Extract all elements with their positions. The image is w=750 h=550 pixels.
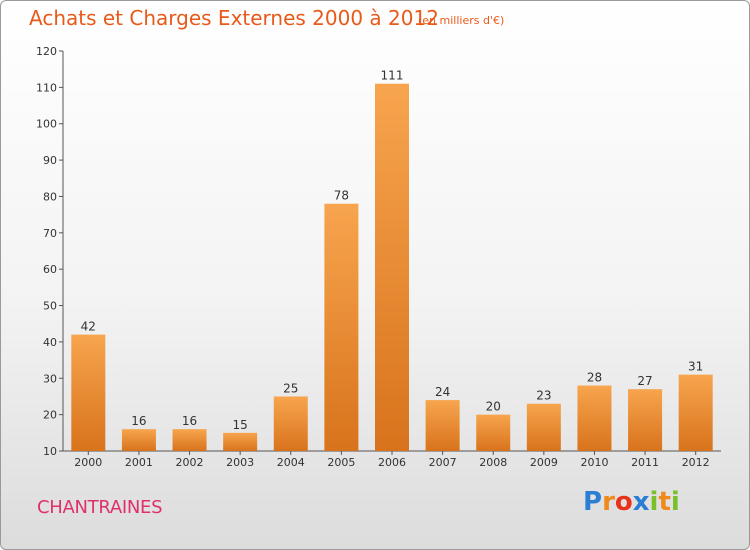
y-tick-label: 110 (36, 81, 57, 94)
logo-letter: P (583, 487, 603, 517)
y-tick-label: 120 (36, 45, 57, 58)
x-tick-label: 2007 (429, 456, 457, 469)
bar-value-label: 24 (435, 385, 450, 399)
bar (628, 389, 663, 451)
bar (577, 385, 612, 451)
bar-value-label: 16 (131, 414, 146, 428)
x-tick-label: 2003 (226, 456, 254, 469)
y-tick-label: 60 (43, 263, 57, 276)
y-tick-label: 80 (43, 190, 57, 203)
logo-letter: o (614, 487, 633, 517)
bar-value-label: 28 (587, 371, 602, 385)
logo-letter: i (649, 487, 659, 517)
x-tick-label: 2006 (378, 456, 406, 469)
x-tick-label: 2005 (327, 456, 355, 469)
y-tick-label: 50 (43, 300, 57, 313)
bar (324, 203, 359, 451)
x-tick-label: 2000 (74, 456, 102, 469)
x-tick-label: 2009 (530, 456, 558, 469)
y-tick-label: 20 (43, 409, 57, 422)
bar-value-label: 27 (637, 374, 652, 388)
y-tick-label: 90 (43, 154, 57, 167)
y-tick-label: 100 (36, 118, 57, 131)
bar-value-label: 20 (486, 400, 501, 414)
bar (425, 400, 460, 451)
bar-value-label: 42 (81, 320, 96, 334)
bar (121, 429, 156, 451)
logo-letter: i (670, 487, 680, 517)
bar-value-label: 23 (536, 389, 551, 403)
bar-value-label: 15 (233, 418, 248, 432)
x-tick-label: 2004 (277, 456, 305, 469)
chart-subtitle: (en milliers d'€) (418, 14, 505, 27)
proxiti-logo: Proxiti (583, 487, 680, 517)
y-tick-label: 70 (43, 227, 57, 240)
bar (375, 83, 409, 452)
x-tick-label: 2012 (682, 456, 710, 469)
y-tick-label: 40 (43, 336, 57, 349)
bar (678, 374, 713, 451)
logo-letter: t (658, 487, 671, 517)
bar-value-label: 78 (334, 189, 349, 203)
bar (71, 334, 106, 451)
x-tick-label: 2001 (125, 456, 153, 469)
bar-value-label: 25 (283, 381, 298, 395)
x-tick-label: 2008 (479, 456, 507, 469)
bar (223, 432, 258, 451)
bar-value-label: 31 (688, 360, 703, 374)
bar (526, 403, 561, 451)
chart-title: Achats et Charges Externes 2000 à 2012 (29, 6, 439, 30)
plot-area: 10 20 30 40 50 60 70 80 90 100 110 120 42 2000 16 2001 1… (36, 45, 721, 469)
bar-value-label: 16 (182, 414, 197, 428)
y-tick-label: 10 (43, 445, 57, 458)
x-tick-label: 2002 (176, 456, 204, 469)
logo-letter: r (602, 487, 615, 517)
bar-value-label: 111 (381, 69, 404, 83)
commune-name: CHANTRAINES (37, 497, 163, 518)
x-tick-label: 2011 (631, 456, 659, 469)
bar (172, 429, 207, 451)
bar (273, 396, 308, 451)
y-tick-label: 30 (43, 372, 57, 385)
x-tick-label: 2010 (580, 456, 608, 469)
logo-letter: x (632, 487, 650, 517)
bar (476, 414, 511, 451)
